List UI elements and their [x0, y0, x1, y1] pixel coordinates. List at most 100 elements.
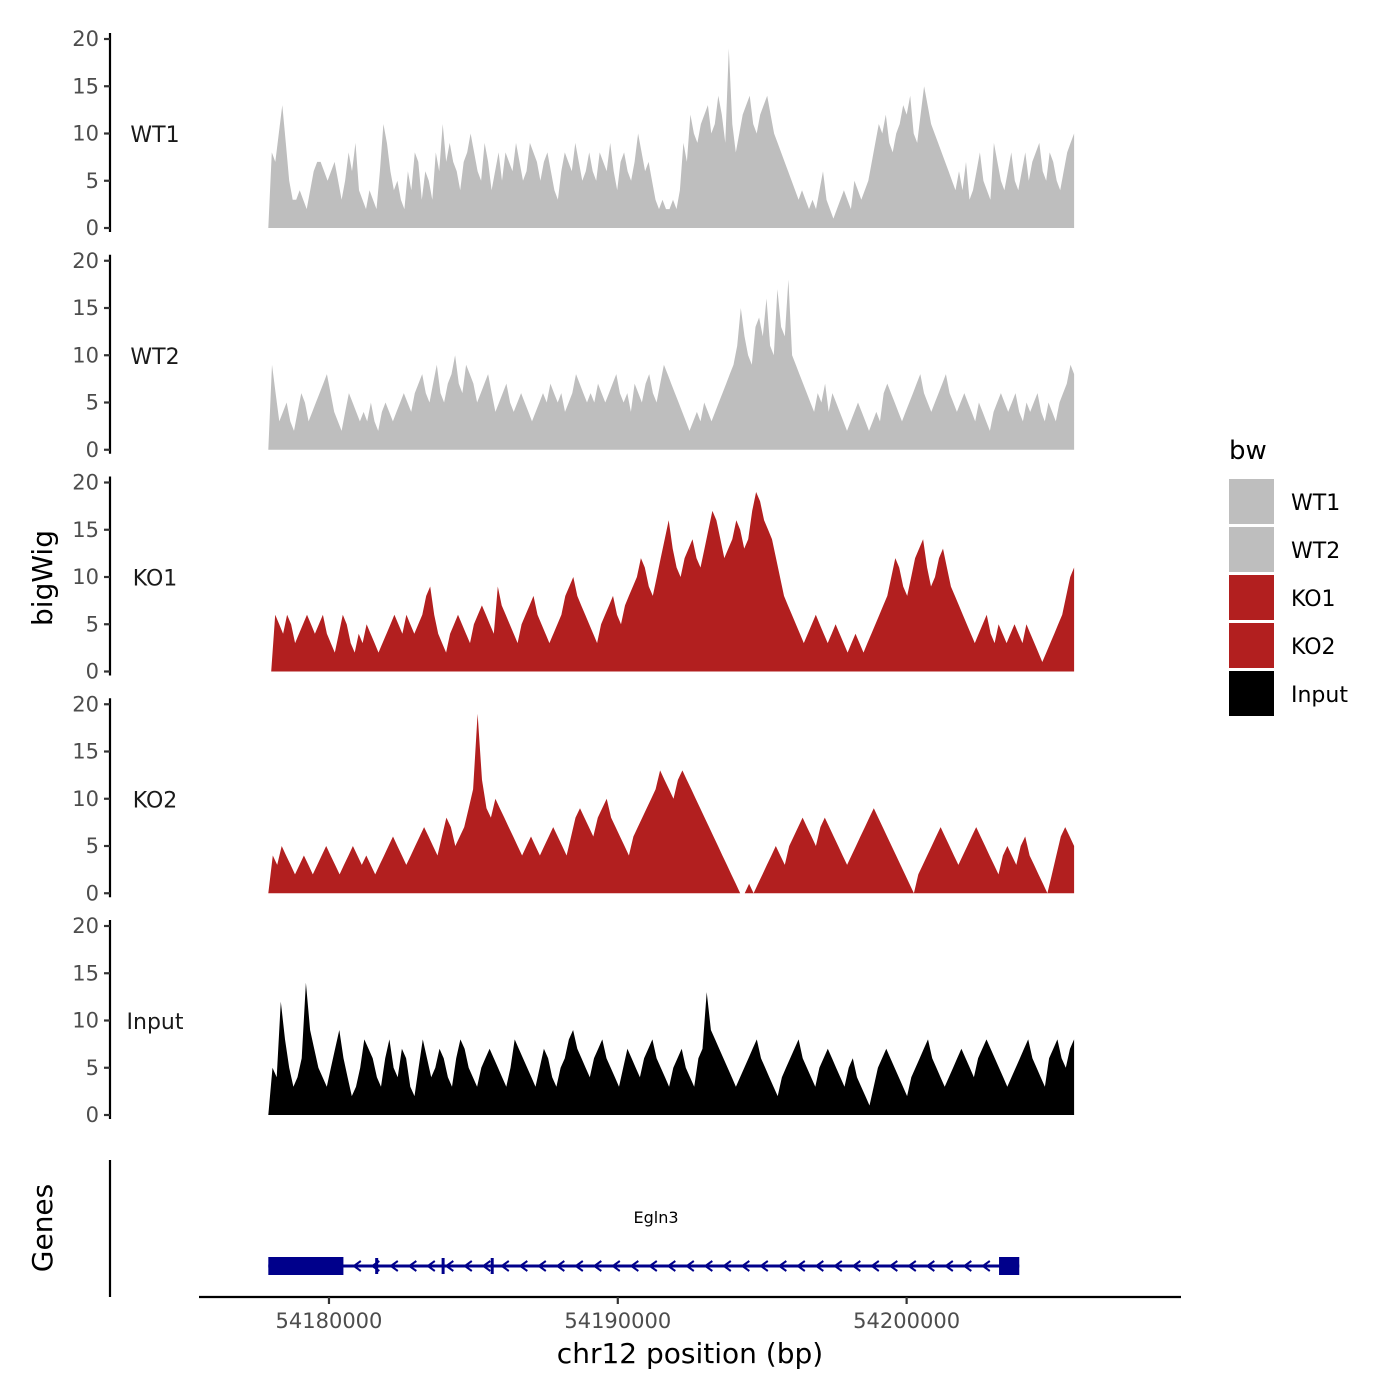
- strand-arrow: [555, 1260, 565, 1272]
- strand-arrow: [592, 1260, 602, 1272]
- legend-swatch: [1229, 575, 1274, 620]
- track-label-wt1: WT1: [130, 123, 179, 148]
- strand-arrow: [925, 1260, 935, 1272]
- strand-arrow: [500, 1260, 510, 1272]
- strand-arrow: [574, 1260, 584, 1272]
- strand-arrow: [611, 1260, 621, 1272]
- y-tick-label: 10: [72, 343, 99, 367]
- y-tick-label: 15: [72, 74, 99, 98]
- strand-arrow: [796, 1260, 806, 1272]
- legend-label: KO1: [1291, 587, 1336, 612]
- strand-arrow: [888, 1260, 898, 1272]
- y-tick-label: 5: [86, 1056, 99, 1080]
- y-tick-label: 20: [72, 249, 99, 273]
- y-tick-label: 0: [86, 216, 99, 240]
- strand-arrow: [426, 1260, 436, 1272]
- legend-label: Input: [1291, 683, 1348, 708]
- strand-arrow: [907, 1260, 917, 1272]
- exon: [441, 1258, 445, 1274]
- legend-label: WT2: [1291, 539, 1340, 564]
- track-wt2: 0 5 10 15 20 WT2: [72, 249, 1075, 462]
- genes-track-title: Genes: [26, 1184, 59, 1272]
- exon: [375, 1258, 379, 1274]
- strand-arrow: [740, 1260, 750, 1272]
- legend-label: WT1: [1291, 491, 1340, 516]
- exon: [999, 1257, 1020, 1275]
- track-ko2: 0 5 10 15 20 KO2: [72, 692, 1075, 905]
- strand-arrow: [537, 1260, 547, 1272]
- strand-arrow: [463, 1260, 473, 1272]
- strand-arrow: [981, 1260, 991, 1272]
- y-tick-label: 5: [86, 169, 99, 193]
- exon: [268, 1257, 344, 1275]
- y-tick-label: 5: [86, 391, 99, 415]
- legend-swatch: [1229, 623, 1274, 668]
- track-label-ko1: KO1: [133, 567, 178, 592]
- y-tick-label: 20: [72, 471, 99, 495]
- legend: bw WT1 WT2 KO1 KO2 Input: [1229, 436, 1348, 716]
- strand-arrow: [870, 1260, 880, 1272]
- tracks-area: 0 5 10 15 20 WT1 0 5 10 15 20 WT2 0 5 10 15 20 KO1 0 5 10 15 2…: [72, 27, 1075, 1127]
- strand-arrow: [685, 1260, 695, 1272]
- legend-entry-ko1: KO1: [1229, 575, 1336, 620]
- x-tick-label: 54200000: [853, 1309, 960, 1333]
- strand-arrow: [759, 1260, 769, 1272]
- y-tick-label: 15: [72, 740, 99, 764]
- gene-label: Egln3: [633, 1208, 678, 1227]
- area-wt1: [268, 48, 1075, 228]
- area-wt2: [268, 279, 1075, 450]
- legend-entry-ko2: KO2: [1229, 623, 1336, 668]
- strand-arrow: [962, 1260, 972, 1272]
- strand-arrow: [851, 1260, 861, 1272]
- y-tick-label: 15: [72, 961, 99, 985]
- y-tick-label: 10: [72, 1009, 99, 1033]
- y-tick-label: 20: [72, 692, 99, 716]
- legend-entry-wt1: WT1: [1229, 479, 1340, 524]
- track-label-wt2: WT2: [130, 345, 179, 370]
- y-axis-title: bigWig: [26, 530, 59, 626]
- strand-arrow: [666, 1260, 676, 1272]
- track-label-ko2: KO2: [133, 788, 178, 813]
- exon: [490, 1258, 494, 1274]
- strand-arrow: [944, 1260, 954, 1272]
- legend-swatch: [1229, 527, 1274, 572]
- x-axis-title: chr12 position (bp): [557, 1337, 823, 1370]
- legend-swatch: [1229, 671, 1274, 716]
- strand-arrow: [648, 1260, 658, 1272]
- strand-arrow: [833, 1260, 843, 1272]
- area-input: [268, 982, 1075, 1115]
- y-tick-label: 0: [86, 660, 99, 684]
- strand-arrow: [814, 1260, 824, 1272]
- legend-entry-wt2: WT2: [1229, 527, 1340, 572]
- x-tick-label: 54190000: [564, 1309, 671, 1333]
- y-tick-label: 0: [86, 881, 99, 905]
- strand-arrow: [389, 1260, 399, 1272]
- y-tick-label: 15: [72, 296, 99, 320]
- y-tick-label: 10: [72, 565, 99, 589]
- strand-arrow: [352, 1260, 362, 1272]
- y-tick-label: 20: [72, 914, 99, 938]
- track-label-input: Input: [127, 1010, 184, 1035]
- track-input: 0 5 10 15 20 Input: [72, 914, 1075, 1127]
- y-tick-label: 0: [86, 438, 99, 462]
- y-tick-label: 10: [72, 787, 99, 811]
- legend-label: KO2: [1291, 635, 1336, 660]
- strand-arrow: [407, 1260, 417, 1272]
- strand-arrow: [777, 1260, 787, 1272]
- strand-arrow: [722, 1260, 732, 1272]
- y-tick-label: 10: [72, 122, 99, 146]
- strand-arrow: [629, 1260, 639, 1272]
- genes-track: Egln3: [108, 1160, 1020, 1297]
- strand-arrow: [518, 1260, 528, 1272]
- y-tick-label: 20: [72, 27, 99, 51]
- legend-swatch: [1229, 479, 1274, 524]
- track-ko1: 0 5 10 15 20 KO1: [72, 471, 1075, 684]
- area-ko2: [268, 713, 1075, 894]
- y-tick-label: 0: [86, 1103, 99, 1127]
- gene-egln3: Egln3: [268, 1208, 1020, 1275]
- y-tick-label: 5: [86, 834, 99, 858]
- y-tick-label: 15: [72, 518, 99, 542]
- y-tick-label: 5: [86, 612, 99, 636]
- x-tick-label: 54180000: [276, 1309, 383, 1333]
